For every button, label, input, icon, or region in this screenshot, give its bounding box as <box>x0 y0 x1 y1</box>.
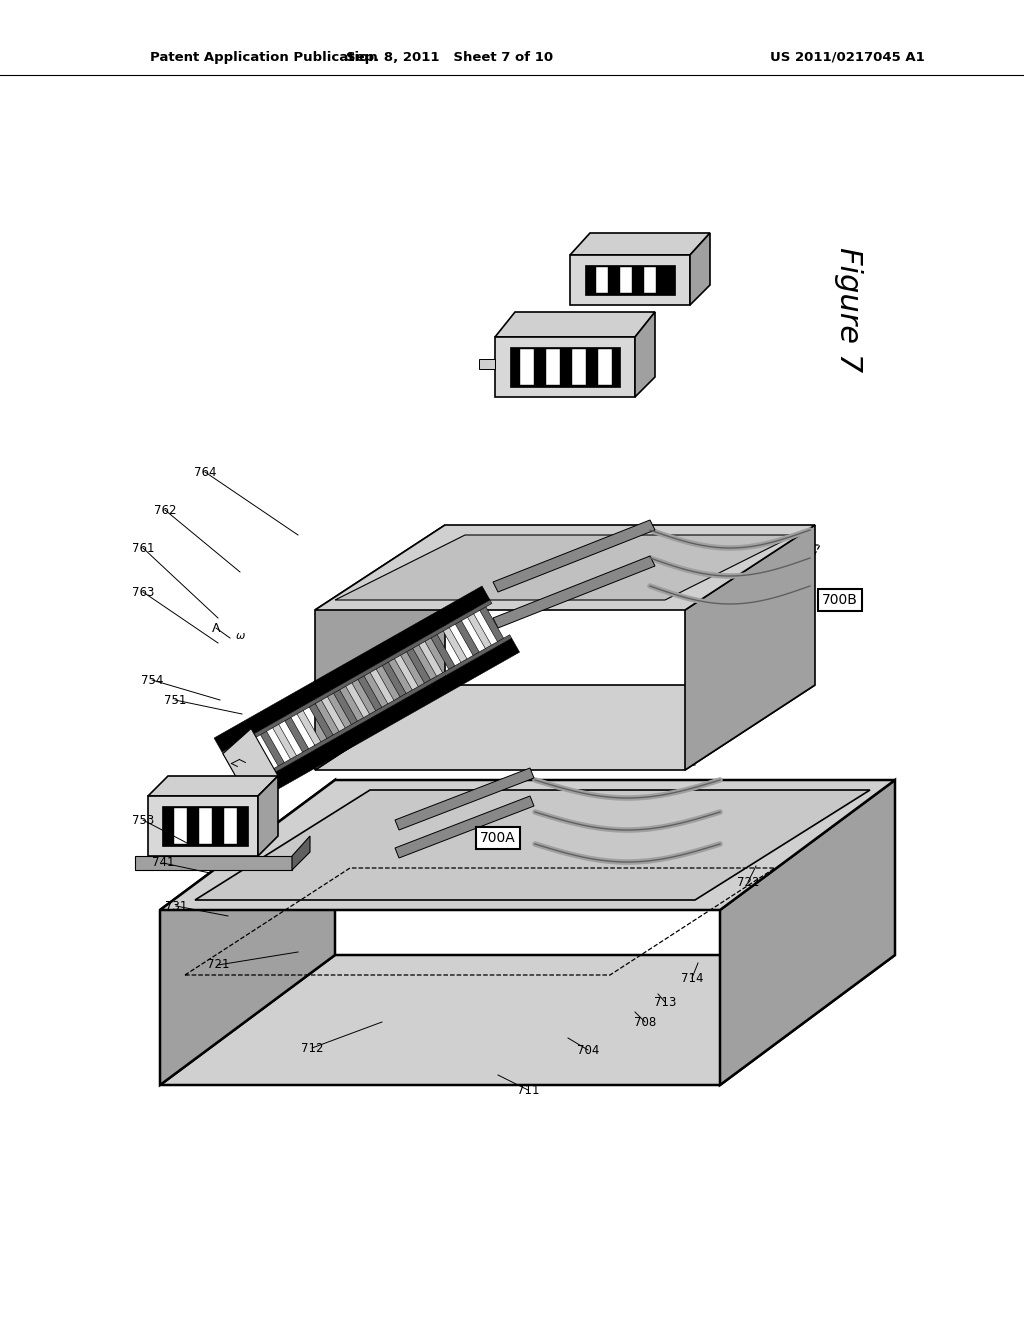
Polygon shape <box>148 776 278 796</box>
Polygon shape <box>570 234 710 255</box>
Polygon shape <box>315 525 445 770</box>
Polygon shape <box>442 626 468 664</box>
Polygon shape <box>160 954 895 1085</box>
Text: 751: 751 <box>164 693 186 706</box>
Text: 700B: 700B <box>822 593 858 607</box>
Text: 713: 713 <box>653 995 676 1008</box>
Text: 711: 711 <box>517 1084 540 1097</box>
Polygon shape <box>195 789 870 900</box>
Text: 741: 741 <box>152 857 174 870</box>
Polygon shape <box>393 653 419 692</box>
Polygon shape <box>570 255 690 305</box>
Text: 731: 731 <box>165 899 187 912</box>
Polygon shape <box>596 267 608 293</box>
Polygon shape <box>292 836 310 870</box>
Text: 708: 708 <box>634 1015 656 1028</box>
Polygon shape <box>345 681 371 719</box>
Polygon shape <box>333 688 358 726</box>
Polygon shape <box>510 347 620 387</box>
Polygon shape <box>296 709 322 747</box>
Text: Patent Application Publication: Patent Application Publication <box>150 50 378 63</box>
Polygon shape <box>236 743 261 781</box>
Text: 754: 754 <box>141 673 163 686</box>
Polygon shape <box>644 267 656 293</box>
Polygon shape <box>430 632 456 671</box>
Text: 700A: 700A <box>480 832 516 845</box>
Text: 722: 722 <box>736 875 759 888</box>
Polygon shape <box>223 750 249 788</box>
Polygon shape <box>467 612 493 651</box>
Polygon shape <box>479 359 495 370</box>
Polygon shape <box>455 619 480 657</box>
Text: $\Lambda$: $\Lambda$ <box>211 622 221 635</box>
Polygon shape <box>222 601 492 755</box>
Polygon shape <box>493 556 655 628</box>
Polygon shape <box>418 640 443 678</box>
Text: 763: 763 <box>132 586 155 598</box>
Text: 762: 762 <box>154 503 176 516</box>
Polygon shape <box>720 780 895 1085</box>
Polygon shape <box>357 675 383 713</box>
Polygon shape <box>160 780 895 909</box>
Polygon shape <box>620 267 632 293</box>
Polygon shape <box>214 586 489 752</box>
Polygon shape <box>162 807 248 846</box>
Polygon shape <box>685 525 815 770</box>
Polygon shape <box>271 722 298 760</box>
Polygon shape <box>395 768 534 830</box>
Polygon shape <box>308 702 334 741</box>
Polygon shape <box>199 808 212 843</box>
Polygon shape <box>495 337 635 397</box>
Polygon shape <box>148 796 258 855</box>
Polygon shape <box>223 729 279 788</box>
Polygon shape <box>690 234 710 305</box>
Text: 764: 764 <box>194 466 216 479</box>
Polygon shape <box>395 796 534 858</box>
Polygon shape <box>315 685 815 770</box>
Polygon shape <box>242 635 512 791</box>
Text: 712: 712 <box>301 1041 324 1055</box>
Polygon shape <box>520 348 534 385</box>
Text: 704: 704 <box>577 1044 599 1056</box>
Polygon shape <box>174 808 187 843</box>
Polygon shape <box>321 694 346 733</box>
Text: US 2011/0217045 A1: US 2011/0217045 A1 <box>770 50 925 63</box>
Polygon shape <box>381 660 408 698</box>
Polygon shape <box>495 312 655 337</box>
Polygon shape <box>213 791 252 813</box>
Polygon shape <box>546 348 560 385</box>
Polygon shape <box>160 780 335 1085</box>
Polygon shape <box>598 348 612 385</box>
Polygon shape <box>479 605 505 643</box>
Polygon shape <box>369 668 395 706</box>
Polygon shape <box>406 647 431 685</box>
Polygon shape <box>635 312 655 397</box>
Polygon shape <box>258 776 278 855</box>
Polygon shape <box>135 855 292 870</box>
Text: 753: 753 <box>132 813 155 826</box>
Text: 721: 721 <box>207 958 229 972</box>
Text: Figure 7: Figure 7 <box>834 247 862 372</box>
Polygon shape <box>335 535 795 601</box>
Polygon shape <box>315 525 815 610</box>
Polygon shape <box>248 737 273 775</box>
Text: 761: 761 <box>132 541 155 554</box>
Text: $\omega$: $\omega$ <box>234 631 246 642</box>
Polygon shape <box>224 808 237 843</box>
Polygon shape <box>244 639 519 804</box>
Polygon shape <box>572 348 586 385</box>
Polygon shape <box>585 265 675 294</box>
Polygon shape <box>284 715 309 754</box>
Text: 714: 714 <box>681 972 703 985</box>
Polygon shape <box>259 730 286 768</box>
Text: Sep. 8, 2011   Sheet 7 of 10: Sep. 8, 2011 Sheet 7 of 10 <box>346 50 554 63</box>
Polygon shape <box>493 520 655 591</box>
